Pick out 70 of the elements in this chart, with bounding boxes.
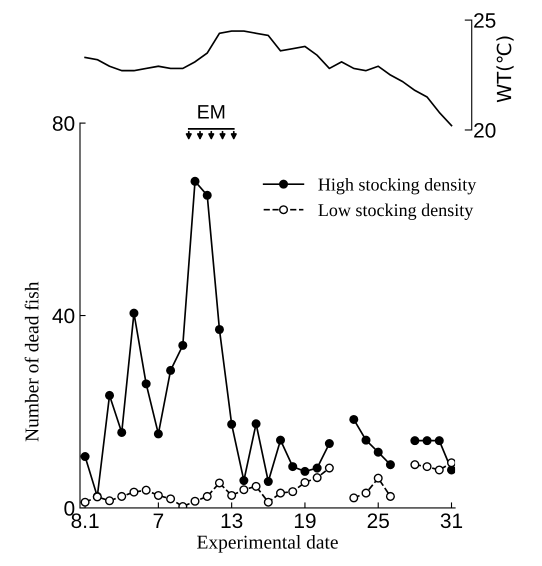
point xyxy=(142,486,151,495)
point xyxy=(166,366,176,375)
point xyxy=(324,464,334,473)
point xyxy=(129,488,138,497)
point xyxy=(386,460,395,470)
point xyxy=(434,436,444,446)
point xyxy=(80,452,90,462)
point xyxy=(446,458,456,468)
point xyxy=(276,488,286,498)
x-tick-label: 25 xyxy=(368,513,389,528)
point xyxy=(202,492,212,501)
x-tick-label: 19 xyxy=(294,513,316,528)
point xyxy=(154,429,163,438)
y-axis-title: Number of dead fish xyxy=(24,282,39,442)
point xyxy=(422,462,432,472)
point xyxy=(361,488,371,498)
point xyxy=(312,473,322,482)
point xyxy=(410,436,420,446)
y2-tick-label: 25 xyxy=(474,13,496,28)
text: EM xyxy=(198,105,224,119)
x-tick-label: 31 xyxy=(440,513,462,528)
point xyxy=(349,493,358,502)
y-tick-label: 40 xyxy=(52,308,74,324)
x-tick-label: 13 xyxy=(222,513,242,528)
point xyxy=(239,485,248,494)
point xyxy=(252,482,261,491)
point xyxy=(142,379,151,388)
point xyxy=(434,465,444,474)
point xyxy=(312,464,322,473)
point xyxy=(374,448,383,457)
point xyxy=(386,492,395,501)
point xyxy=(178,340,188,350)
point xyxy=(154,490,163,500)
point xyxy=(227,420,236,429)
point xyxy=(129,308,138,318)
point xyxy=(190,496,200,506)
point xyxy=(349,414,358,424)
point xyxy=(324,439,334,448)
point xyxy=(300,466,310,476)
point xyxy=(361,436,371,445)
point xyxy=(202,190,212,200)
x-tick-label: 7 xyxy=(154,514,164,528)
point xyxy=(264,477,273,486)
point xyxy=(214,324,224,334)
point xyxy=(227,490,236,500)
point xyxy=(166,494,176,504)
point xyxy=(105,496,114,506)
point xyxy=(422,436,432,446)
point xyxy=(105,390,114,400)
point xyxy=(117,492,126,501)
y2-tick-label: 20 xyxy=(474,122,496,138)
point xyxy=(410,460,420,470)
point xyxy=(264,498,273,507)
point xyxy=(288,487,298,496)
legend-label: High stocking density xyxy=(318,178,476,194)
point xyxy=(252,419,261,428)
x-axis-title: Experimental date xyxy=(197,535,338,553)
point xyxy=(300,478,310,487)
point xyxy=(276,436,286,445)
point xyxy=(239,476,248,486)
point xyxy=(214,478,224,488)
y2-axis-title: WT(℃) xyxy=(496,36,514,102)
y-tick-label: 80 xyxy=(52,116,74,131)
point xyxy=(446,465,456,474)
point xyxy=(117,428,126,437)
point xyxy=(288,462,298,472)
point xyxy=(374,474,383,483)
line-series xyxy=(84,30,452,126)
point xyxy=(190,176,200,186)
legend-label: Low stocking density xyxy=(318,204,474,220)
